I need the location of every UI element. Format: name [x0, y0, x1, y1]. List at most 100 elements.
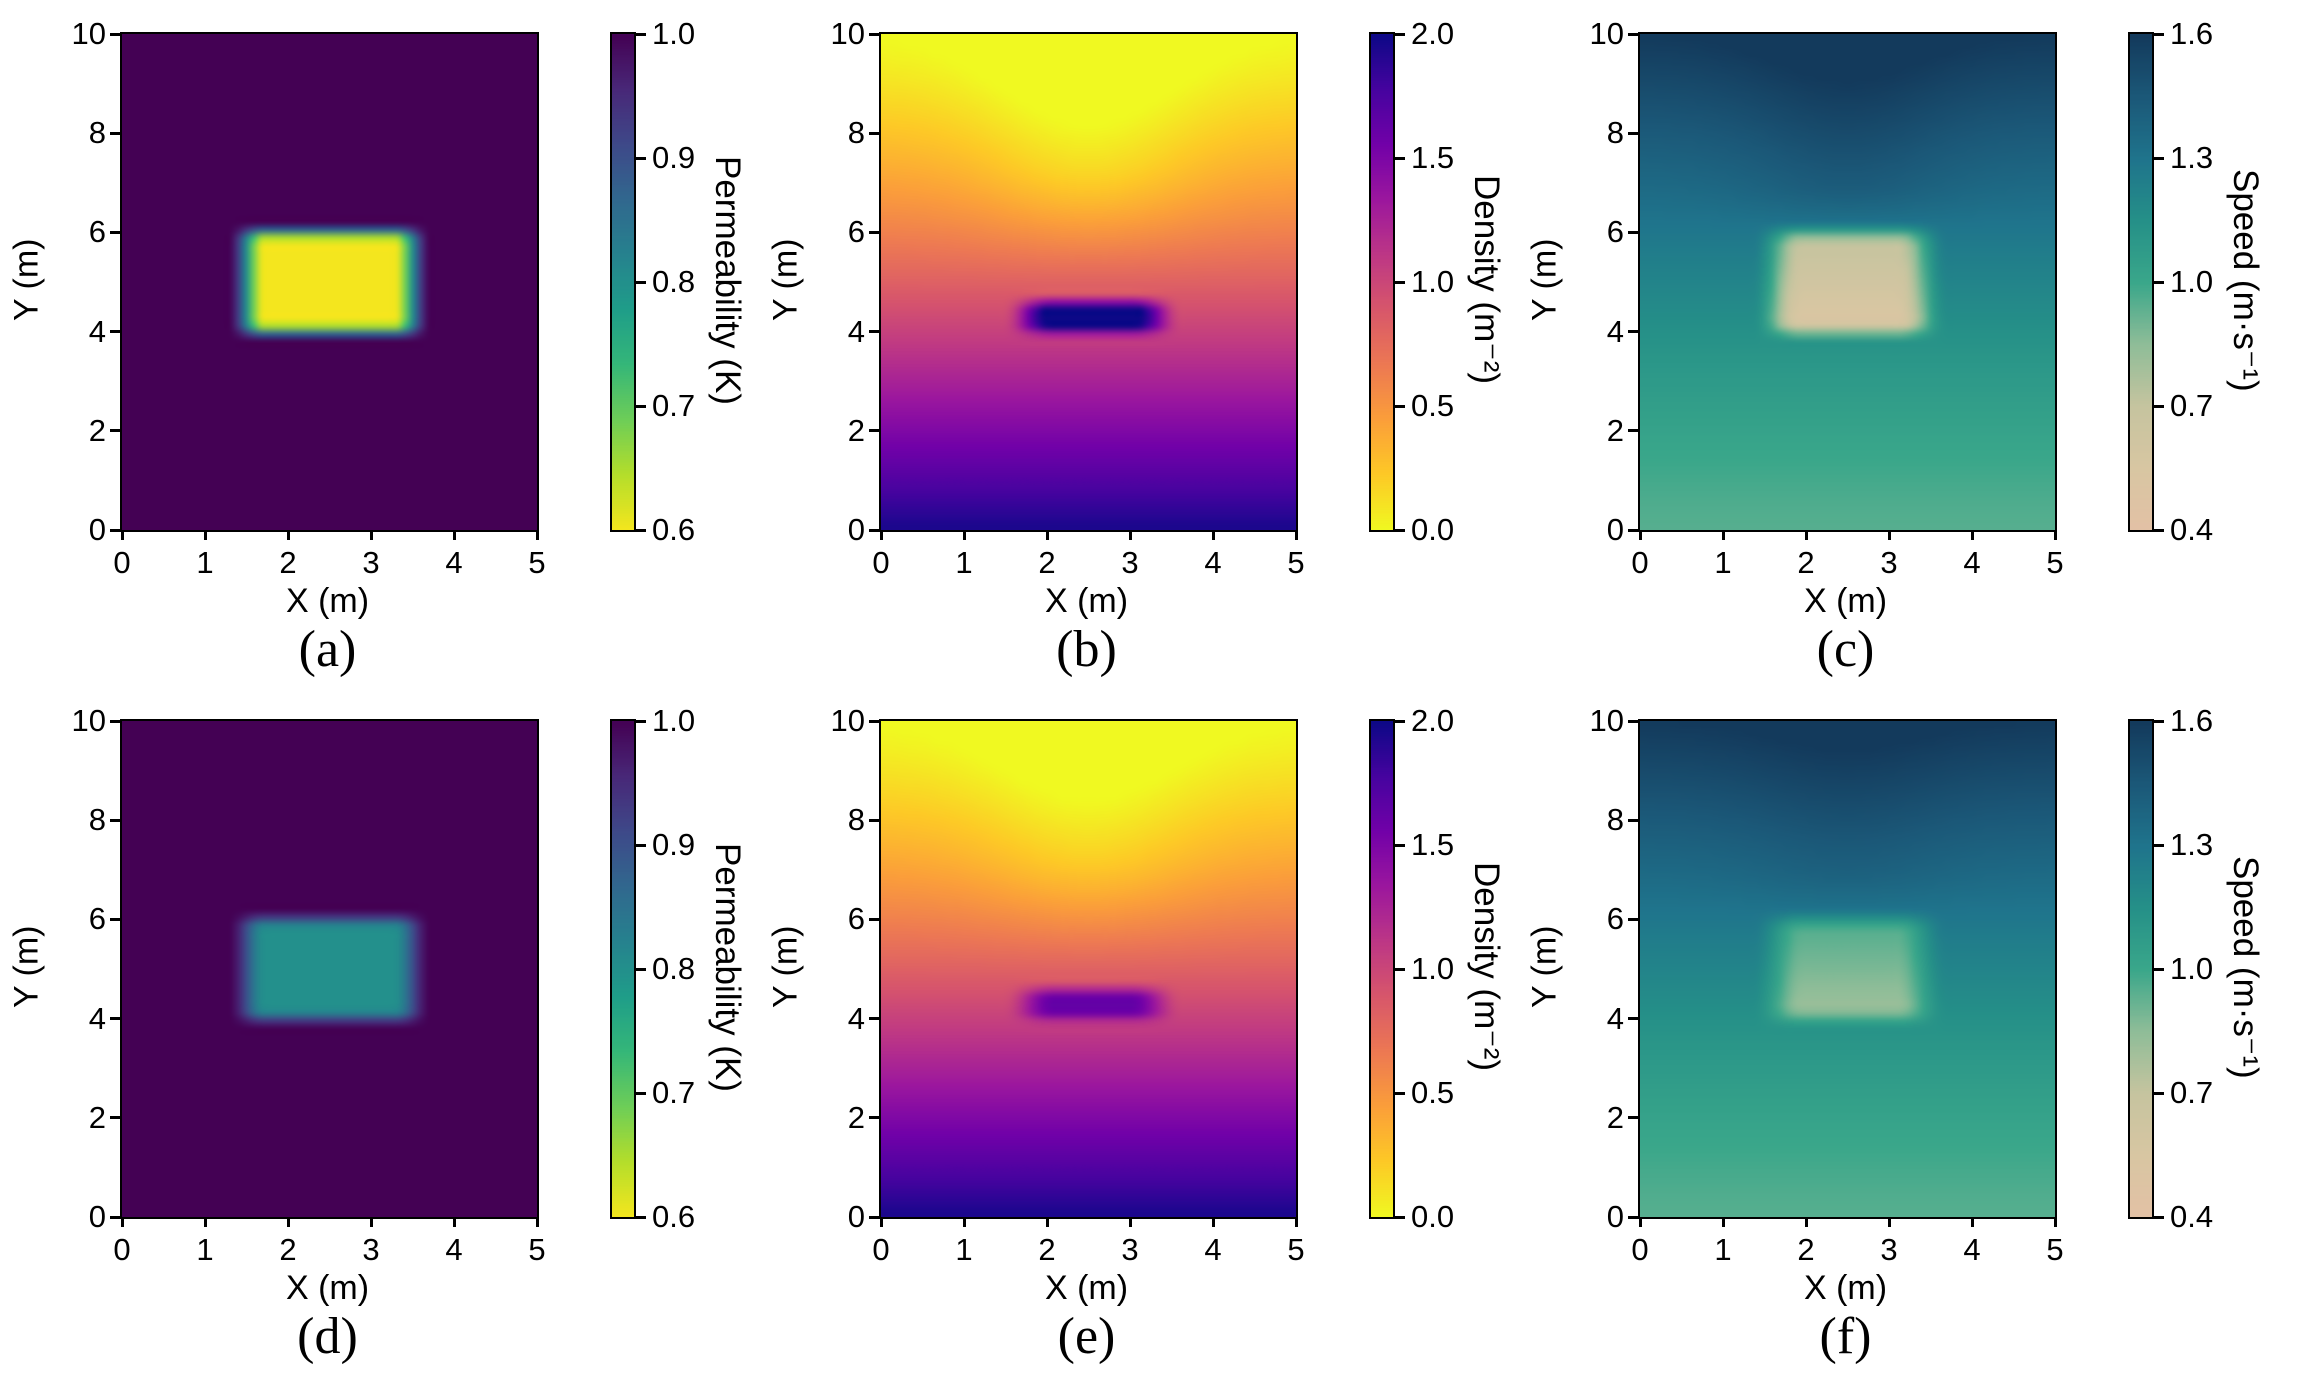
y-tick-mark — [1628, 1215, 1638, 1219]
x-tick-mark — [879, 1217, 883, 1227]
x-tick-mark — [1638, 1217, 1642, 1227]
y-axis-label: Y (m) — [1525, 238, 1564, 322]
y-tick-mark — [869, 528, 879, 532]
x-tick-label: 2 — [279, 1232, 297, 1267]
x-tick-label: 1 — [196, 545, 214, 580]
x-tick-label: 3 — [362, 545, 380, 580]
y-tick-label: 6 — [88, 901, 106, 937]
y-tick-mark — [110, 528, 120, 532]
y-tick-mark — [110, 230, 120, 234]
y-tick-label: 2 — [88, 1099, 106, 1135]
colorbar-tick-label: 0.6 — [652, 1199, 696, 1234]
x-tick-mark — [2053, 530, 2057, 540]
y-tick-label: 6 — [1606, 901, 1624, 937]
colorbar-tick-label: 2.0 — [1411, 16, 1455, 51]
colorbar-tick-label: 0.4 — [2170, 1199, 2214, 1234]
y-tick-mark — [1628, 429, 1638, 433]
y-tick-mark — [869, 917, 879, 921]
x-tick-label: 2 — [1797, 1232, 1815, 1267]
x-tick-label: 5 — [1287, 545, 1305, 580]
heatmap-plot — [879, 32, 1298, 532]
x-tick-mark — [1970, 1217, 1974, 1227]
x-tick-label: 1 — [196, 1232, 214, 1267]
heatmap-canvas — [881, 721, 1296, 1217]
colorbar-canvas — [612, 721, 634, 1217]
colorbar-tick-label: 0.9 — [652, 140, 696, 175]
heatmap-plot — [120, 32, 539, 532]
colorbar-tick-mark — [636, 967, 646, 971]
x-tick-mark — [1638, 530, 1642, 540]
colorbar-tick-label: 1.3 — [2170, 140, 2214, 175]
colorbar-tick-mark — [1395, 843, 1405, 847]
y-tick-label: 10 — [830, 16, 865, 51]
y-tick-label: 0 — [847, 1199, 865, 1234]
colorbar — [1369, 32, 1395, 532]
y-tick-mark — [110, 1017, 120, 1021]
heatmap-plot — [120, 719, 539, 1219]
x-axis-label: X (m) — [1803, 1269, 1888, 1307]
colorbar-tick-mark — [636, 1091, 646, 1095]
x-tick-mark — [1128, 1217, 1132, 1227]
y-tick-mark — [1628, 131, 1638, 135]
colorbar-tick-mark — [636, 719, 646, 723]
x-tick-label: 5 — [1287, 1232, 1305, 1267]
colorbar-tick-label: 2.0 — [1411, 703, 1455, 738]
colorbar-tick-mark — [2154, 280, 2164, 284]
subplot-caption: (a) — [298, 621, 357, 678]
y-tick-label: 6 — [847, 214, 865, 250]
x-tick-label: 3 — [1880, 1232, 1898, 1267]
x-tick-mark — [1128, 530, 1132, 540]
x-tick-label: 4 — [445, 545, 463, 580]
panel-a: Y (m) X (m) (a) Permeability (K) 0 2 4 6 8 10… — [0, 0, 759, 700]
colorbar-tick-label: 1.3 — [2170, 827, 2214, 862]
colorbar-canvas — [2130, 34, 2152, 530]
x-tick-mark — [1045, 530, 1049, 540]
y-tick-mark — [869, 32, 879, 36]
x-tick-mark — [452, 1217, 456, 1227]
x-tick-label: 2 — [1038, 545, 1056, 580]
colorbar — [610, 719, 636, 1219]
colorbar-tick-mark — [636, 32, 646, 36]
x-tick-mark — [962, 1217, 966, 1227]
colorbar-tick-mark — [1395, 32, 1405, 36]
y-tick-label: 8 — [1606, 802, 1624, 838]
colorbar-tick-label: 0.8 — [652, 264, 696, 299]
y-tick-label: 10 — [830, 703, 865, 738]
colorbar-tick-mark — [1395, 156, 1405, 160]
heatmap-canvas — [122, 721, 537, 1217]
x-tick-label: 4 — [1963, 545, 1981, 580]
y-tick-mark — [869, 230, 879, 234]
subplot-caption: (b) — [1056, 621, 1117, 678]
colorbar-tick-mark — [2154, 719, 2164, 723]
y-tick-mark — [1628, 528, 1638, 532]
y-tick-label: 4 — [88, 313, 106, 349]
y-tick-label: 2 — [1606, 1099, 1624, 1135]
y-tick-mark — [110, 330, 120, 334]
y-tick-label: 4 — [1606, 313, 1624, 349]
x-tick-label: 4 — [445, 1232, 463, 1267]
colorbar-tick-mark — [636, 280, 646, 284]
colorbar-tick-mark — [1395, 1215, 1405, 1219]
subplot-caption: (d) — [297, 1308, 358, 1365]
colorbar-label: Permeability (K) — [708, 842, 747, 1092]
y-tick-mark — [110, 719, 120, 723]
y-tick-label: 2 — [88, 412, 106, 448]
y-tick-label: 0 — [1606, 512, 1624, 547]
colorbar-tick-label: 1.0 — [652, 703, 696, 738]
colorbar-tick-label: 1.5 — [1411, 140, 1455, 175]
y-tick-mark — [869, 818, 879, 822]
colorbar — [2128, 719, 2154, 1219]
y-tick-mark — [1628, 330, 1638, 334]
y-tick-label: 2 — [847, 412, 865, 448]
x-tick-label: 4 — [1204, 1232, 1222, 1267]
x-tick-label: 2 — [279, 545, 297, 580]
colorbar-tick-label: 0.8 — [652, 951, 696, 986]
colorbar-tick-mark — [1395, 719, 1405, 723]
x-tick-mark — [535, 530, 539, 540]
x-axis-label: X (m) — [1044, 1269, 1129, 1307]
y-tick-mark — [1628, 1116, 1638, 1120]
y-tick-mark — [110, 429, 120, 433]
y-tick-label: 10 — [1589, 16, 1624, 51]
x-tick-label: 0 — [113, 1232, 131, 1267]
y-tick-label: 2 — [847, 1099, 865, 1135]
